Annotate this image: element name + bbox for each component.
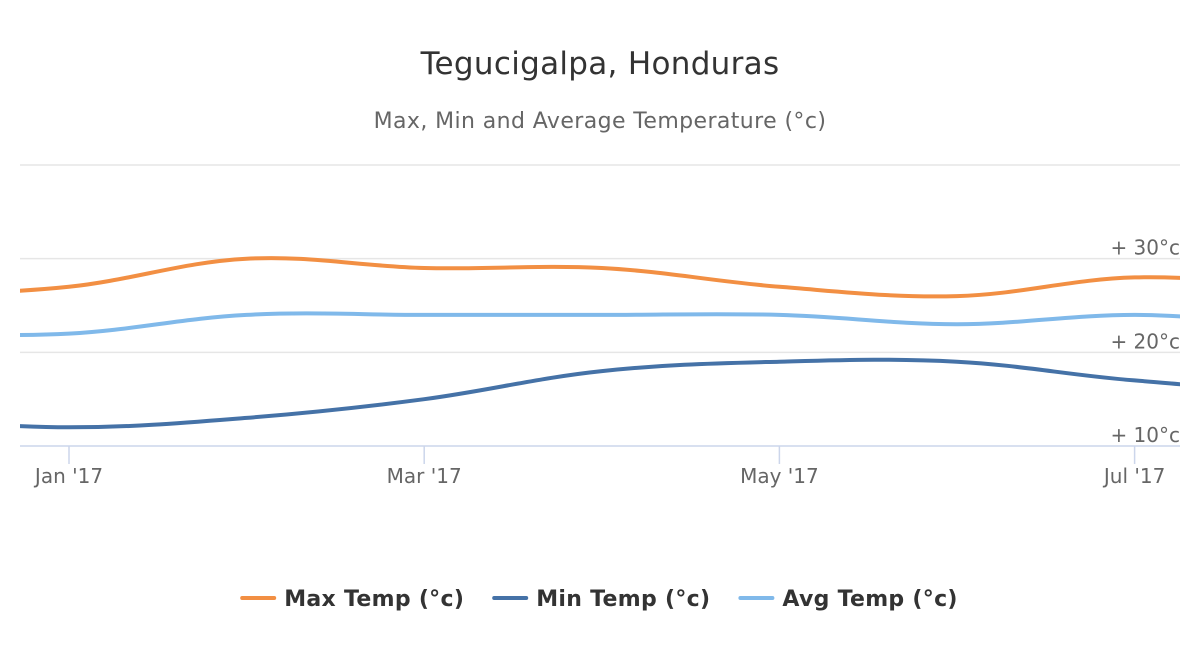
grid-layer [20,164,1180,354]
y-axis-labels: + 10°c + 20°c + 30°c [1110,236,1180,447]
chart-subtitle: Max, Min and Average Temperature (°c) [374,109,827,134]
series-group [0,256,1200,430]
legend-label: Avg Temp (°c) [782,587,957,612]
legend: Max Temp (°c) Min Temp (°c) Avg Temp (°c) [240,587,957,612]
x-tick-label: Jul '17 [1102,464,1165,488]
y-tick-label: + 30°c [1110,236,1180,260]
legend-item[interactable]: Avg Temp (°c) [738,587,957,612]
series-layer [0,256,1200,430]
max-temp-line[interactable] [0,256,1200,334]
legend-item[interactable]: Max Temp (°c) [240,587,464,612]
legend-label: Min Temp (°c) [536,587,710,612]
x-tick-label: Mar '17 [387,464,462,488]
legend-label: Max Temp (°c) [284,587,464,612]
x-tick-label: Jan '17 [33,464,103,488]
y-tick-label: + 10°c [1110,423,1180,447]
avg-temp-line[interactable] [0,311,1200,362]
min-temp-line[interactable] [0,357,1200,430]
legend-item[interactable]: Min Temp (°c) [492,587,710,612]
x-tick-label: May '17 [740,464,819,488]
chart-title: Tegucigalpa, Honduras [420,46,780,82]
y-tick-label: + 20°c [1110,329,1180,353]
